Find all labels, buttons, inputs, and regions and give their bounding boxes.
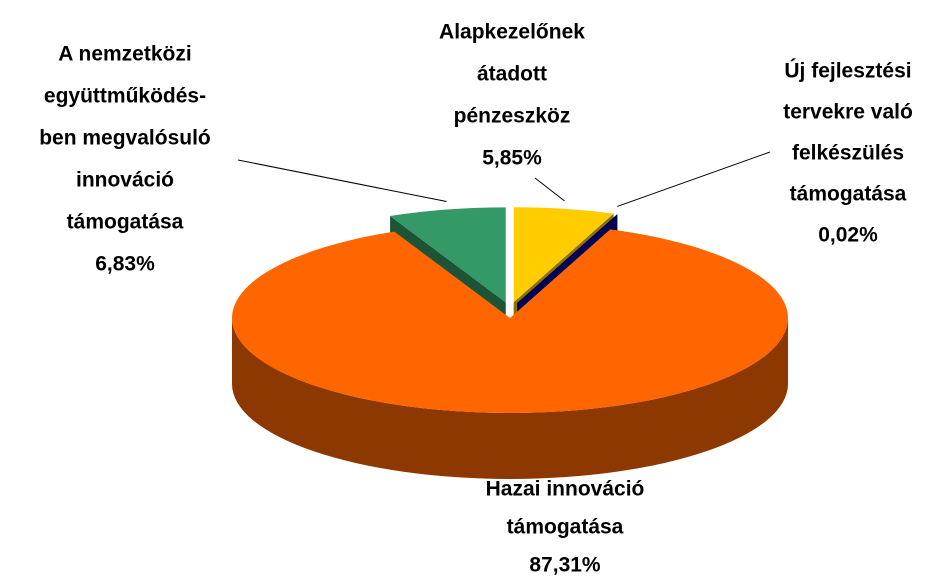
value-label: 6,83% bbox=[95, 253, 155, 276]
leader-line bbox=[617, 151, 771, 207]
slice-label: Hazai innováció bbox=[486, 478, 645, 501]
slice-label: együttműködés- bbox=[44, 85, 206, 108]
slice-label: felkészülés bbox=[792, 142, 904, 165]
slice-label: támogatása bbox=[507, 516, 624, 539]
slice-label: ben megvalósuló bbox=[39, 127, 211, 150]
slice-label: pénzeszköz bbox=[454, 105, 571, 128]
slice bbox=[513, 207, 614, 303]
slice bbox=[390, 207, 506, 303]
leader-line bbox=[237, 159, 447, 203]
slice-label: A nemzetközi bbox=[58, 43, 191, 66]
slice-label: támogatása bbox=[790, 183, 907, 206]
leader-line bbox=[534, 177, 565, 202]
slice-label: átadott bbox=[477, 63, 547, 86]
slice-label: Alapkezelőnek bbox=[439, 21, 585, 44]
slice-label: Új fejlesztési bbox=[784, 59, 911, 83]
value-label: 0,02% bbox=[818, 224, 878, 247]
slice-label: tervekre való bbox=[783, 101, 913, 124]
value-label: 87,31% bbox=[529, 554, 601, 577]
slice-label: innováció bbox=[76, 169, 174, 192]
slice bbox=[517, 214, 618, 304]
slice bbox=[231, 229, 788, 414]
slice-label: támogatása bbox=[67, 211, 184, 234]
value-label: 5,85% bbox=[482, 147, 542, 170]
slice-side bbox=[232, 318, 788, 479]
